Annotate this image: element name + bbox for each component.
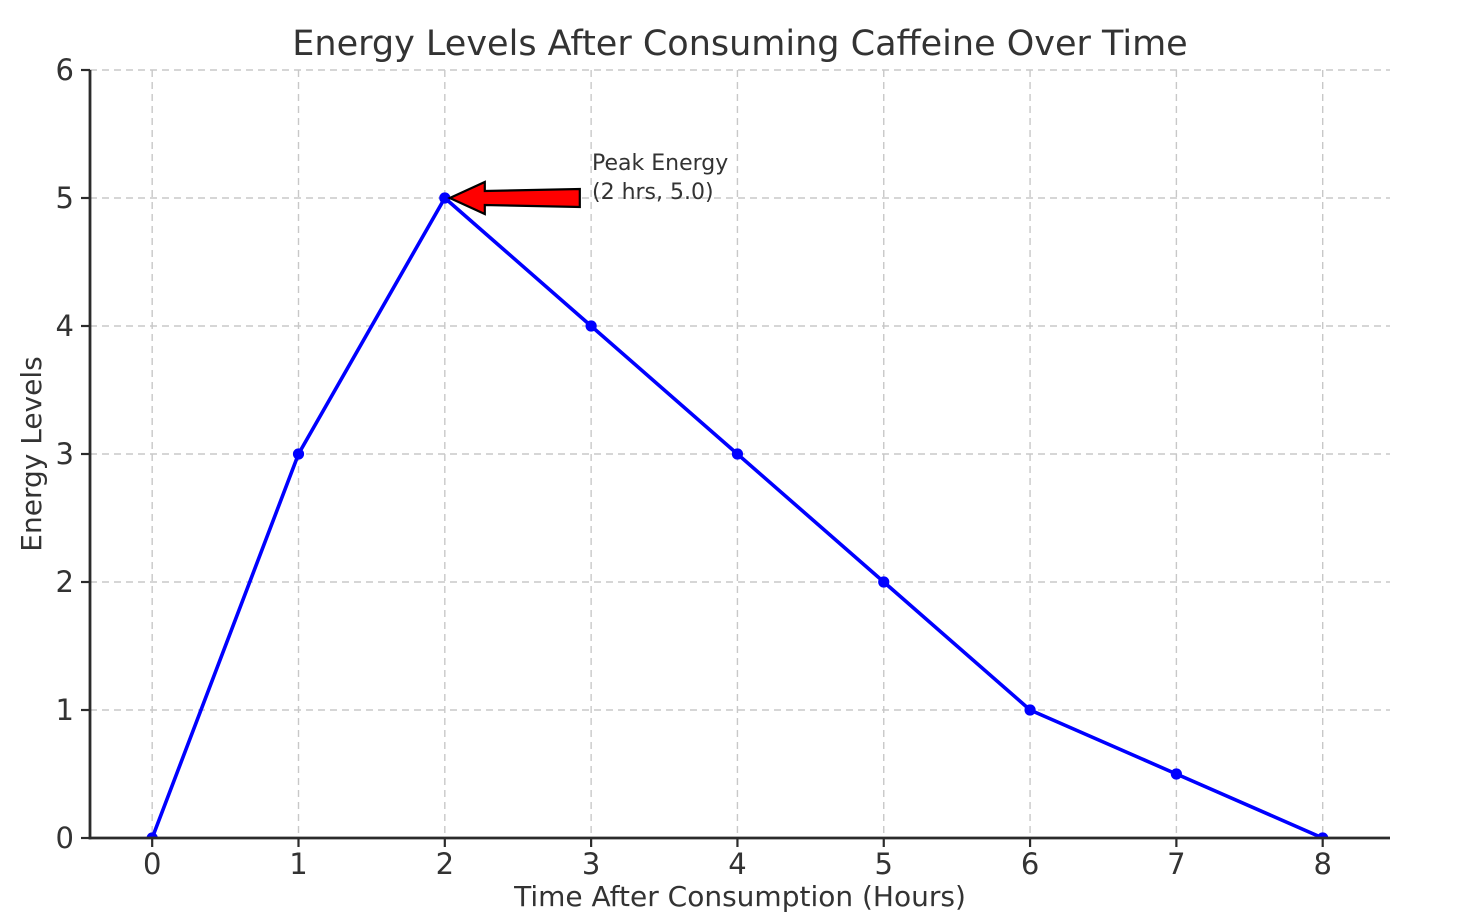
data-point [439, 192, 451, 204]
x-tick-label: 4 [728, 847, 746, 881]
x-tick-label: 1 [289, 847, 307, 881]
x-tick-label: 3 [582, 847, 600, 881]
x-tick-label: 6 [1021, 847, 1039, 881]
data-point [292, 448, 305, 460]
data-point [731, 448, 744, 460]
y-axis-label: Energy Levels [15, 356, 48, 552]
x-tick-label: 0 [143, 847, 161, 881]
y-tick-label: 6 [56, 53, 74, 87]
data-point [1024, 704, 1036, 716]
data-point [1170, 768, 1182, 780]
chart-title: Energy Levels After Consuming Caffeine O… [292, 24, 1188, 64]
x-tick-label: 5 [875, 847, 893, 881]
y-tick-label: 4 [56, 309, 74, 343]
data-point [878, 576, 890, 588]
annotation-line-2: (2 hrs, 5.0) [592, 180, 714, 205]
y-tick-label: 5 [56, 181, 74, 215]
annotation-line-1: Peak Energy [592, 151, 729, 176]
y-tick-label: 2 [56, 565, 74, 599]
peak-energy-annotation: Peak Energy (2 hrs, 5.0) [592, 149, 728, 207]
data-point [585, 320, 597, 332]
x-tick-label: 7 [1167, 847, 1185, 881]
data-series [146, 192, 1329, 838]
x-axis-label: Time After Consumption (Hours) [514, 880, 966, 913]
y-tick-label: 1 [56, 693, 74, 727]
annotation-arrow-icon [447, 180, 581, 216]
x-tick-label: 2 [436, 847, 454, 881]
y-tick-label: 3 [56, 437, 74, 471]
y-tick-label: 0 [56, 821, 74, 855]
x-tick-label: 8 [1313, 847, 1331, 881]
